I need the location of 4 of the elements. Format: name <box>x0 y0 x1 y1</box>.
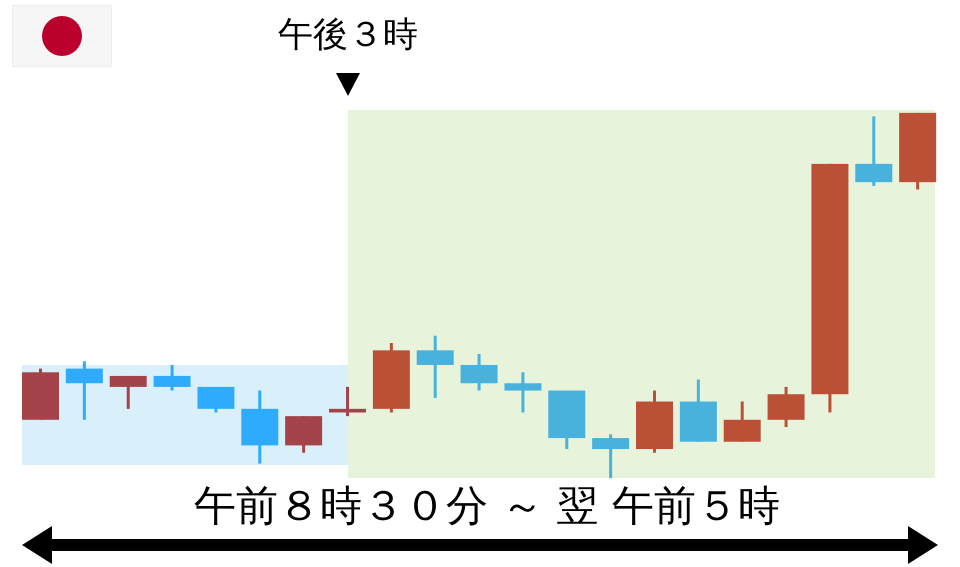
candlestick <box>329 386 366 416</box>
text: 午後３時 <box>278 15 418 55</box>
candlestick <box>504 372 542 412</box>
text: 午前８時３０分 ～ 翌 午前５時 <box>194 481 780 530</box>
